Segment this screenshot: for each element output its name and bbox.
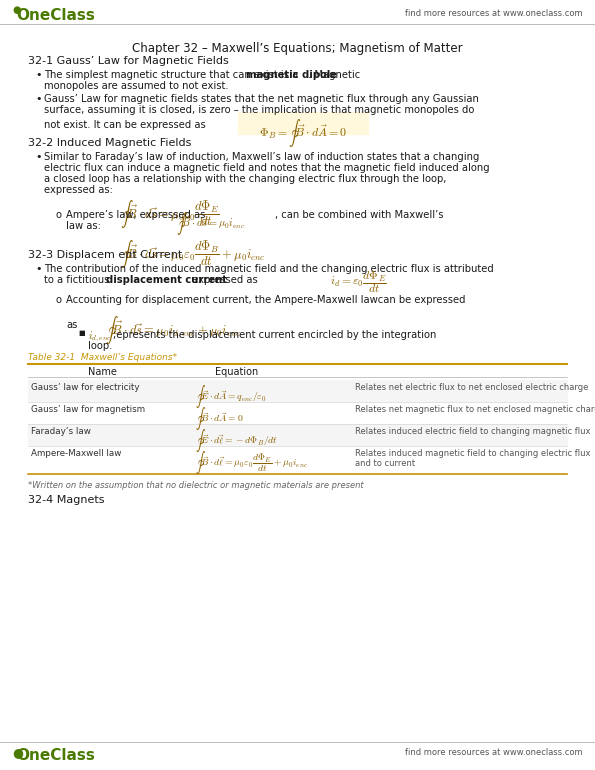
Text: loop.: loop. xyxy=(88,341,112,351)
Text: Accounting for displacement current, the Ampere-Maxwell lawcan be expressed: Accounting for displacement current, the… xyxy=(66,295,465,305)
Text: law as:: law as: xyxy=(66,221,101,231)
Text: electric flux can induce a magnetic field and notes that the magnetic field indu: electric flux can induce a magnetic fiel… xyxy=(44,163,490,173)
Text: displacement current: displacement current xyxy=(106,275,227,285)
Text: find more resources at www.oneclass.com: find more resources at www.oneclass.com xyxy=(405,748,583,757)
Text: find more resources at www.oneclass.com: find more resources at www.oneclass.com xyxy=(405,9,583,18)
Text: o: o xyxy=(55,295,61,305)
Text: Table 32-1  Maxwell’s Equations*: Table 32-1 Maxwell’s Equations* xyxy=(28,353,177,362)
Text: Gauss’ law for electricity: Gauss’ law for electricity xyxy=(31,383,139,392)
Text: ●: ● xyxy=(12,746,23,759)
Text: . Magnetic: . Magnetic xyxy=(308,70,360,80)
Text: Name: Name xyxy=(88,367,117,377)
Text: expressed as:: expressed as: xyxy=(44,185,113,195)
Text: not exist. It can be expressed as: not exist. It can be expressed as xyxy=(44,120,206,130)
Text: Faraday’s law: Faraday’s law xyxy=(31,427,91,436)
Text: $\Phi_B = \oint \vec{B} \cdot d\vec{A} = 0$: $\Phi_B = \oint \vec{B} \cdot d\vec{A} =… xyxy=(259,117,347,149)
Text: Gauss’ law for magnetism: Gauss’ law for magnetism xyxy=(31,405,145,414)
Text: Similar to Faraday’s law of induction, Maxwell’s law of induction states that a : Similar to Faraday’s law of induction, M… xyxy=(44,152,480,162)
Text: $\oint \vec{B} \cdot d\vec{s} = \mu_0\varepsilon_0\dfrac{d\Phi_E}{dt}$: $\oint \vec{B} \cdot d\vec{s} = \mu_0\va… xyxy=(120,198,220,230)
Text: •: • xyxy=(35,264,42,274)
Text: Ampere’s law, expressed as: Ampere’s law, expressed as xyxy=(66,210,205,220)
Text: to a fictitious: to a fictitious xyxy=(44,275,112,285)
Text: 32-1 Gauss’ Law for Magnetic Fields: 32-1 Gauss’ Law for Magnetic Fields xyxy=(28,56,228,66)
Text: $\oint \vec{E} \cdot d\vec{\ell} = -d\Phi_B/dt$: $\oint \vec{E} \cdot d\vec{\ell} = -d\Ph… xyxy=(195,427,278,454)
Text: •: • xyxy=(35,152,42,162)
Text: expressed as: expressed as xyxy=(189,275,258,285)
Text: magnetic dipole: magnetic dipole xyxy=(246,70,337,80)
Text: $\oint \vec{E} \cdot d\vec{A} = q_{enc}/\varepsilon_0$: $\oint \vec{E} \cdot d\vec{A} = q_{enc}/… xyxy=(195,383,267,410)
Text: $i_d = \varepsilon_0\dfrac{d\Phi_E}{dt}$: $i_d = \varepsilon_0\dfrac{d\Phi_E}{dt}$ xyxy=(330,269,387,295)
Text: ■: ■ xyxy=(78,330,84,336)
Text: surface, assuming it is closed, is zero – the implication is that magnetic monop: surface, assuming it is closed, is zero … xyxy=(44,105,474,115)
Text: The simplest magnetic structure that can exist is a: The simplest magnetic structure that can… xyxy=(44,70,302,80)
Text: Relates induced magnetic field to changing electric flux: Relates induced magnetic field to changi… xyxy=(355,449,590,458)
Text: 32-2 Induced Magnetic Fields: 32-2 Induced Magnetic Fields xyxy=(28,138,192,148)
Text: $\oint \vec{B} \cdot d\vec{s} = \mu_0 i_{enc}$: $\oint \vec{B} \cdot d\vec{s} = \mu_0 i_… xyxy=(176,210,245,237)
Text: and to current: and to current xyxy=(355,459,415,468)
Text: The contribution of the induced magnetic field and the changing electric flux is: The contribution of the induced magnetic… xyxy=(44,264,494,274)
Bar xyxy=(238,112,368,134)
Text: monopoles are assumed to not exist.: monopoles are assumed to not exist. xyxy=(44,81,228,91)
Text: 32-3 Displacem ent Current: 32-3 Displacem ent Current xyxy=(28,250,182,260)
Text: •: • xyxy=(35,94,42,104)
Text: Gauss’ Law for magnetic fields states that the net magnetic flux through any Gau: Gauss’ Law for magnetic fields states th… xyxy=(44,94,479,104)
Text: Relates net magnetic flux to net enclosed magnetic charge: Relates net magnetic flux to net enclose… xyxy=(355,405,595,414)
Bar xyxy=(28,402,567,424)
Text: Ampere-Maxwell law: Ampere-Maxwell law xyxy=(31,449,121,458)
Text: Relates net electric flux to net enclosed electric charge: Relates net electric flux to net enclose… xyxy=(355,383,588,392)
Text: Equation: Equation xyxy=(215,367,258,377)
Text: a closed loop has a relationship with the changing electric flux through the loo: a closed loop has a relationship with th… xyxy=(44,174,446,184)
Text: ;epresents the displacement current encircled by the integration: ;epresents the displacement current enci… xyxy=(113,330,436,340)
Text: ●: ● xyxy=(12,5,20,15)
Text: Chapter 32 – Maxwell’s Equations; Magnetism of Matter: Chapter 32 – Maxwell’s Equations; Magnet… xyxy=(131,42,462,55)
Bar xyxy=(28,424,567,446)
Text: , can be combined with Maxwell’s: , can be combined with Maxwell’s xyxy=(275,210,443,220)
Text: $\oint \vec{B} \cdot d\vec{s} = \mu_0\varepsilon_0\dfrac{d\Phi_B}{dt} + \mu_0 i_: $\oint \vec{B} \cdot d\vec{s} = \mu_0\va… xyxy=(120,238,266,270)
Bar xyxy=(28,380,567,402)
Text: •: • xyxy=(35,70,42,80)
Text: o: o xyxy=(55,210,61,220)
Text: $i_{d,enc}$: $i_{d,enc}$ xyxy=(88,330,111,344)
Text: OneClass: OneClass xyxy=(16,748,95,763)
Text: $\oint \vec{B} \cdot d\vec{A} = 0$: $\oint \vec{B} \cdot d\vec{A} = 0$ xyxy=(195,405,244,432)
Bar xyxy=(28,446,567,474)
Text: as: as xyxy=(66,320,77,330)
Text: OneClass: OneClass xyxy=(16,8,95,23)
Text: Relates induced electric field to changing magnetic flux: Relates induced electric field to changi… xyxy=(355,427,590,436)
Text: $\oint \vec{B} \cdot d\vec{\ell} = \mu_0\varepsilon_0\dfrac{d\Phi_E}{dt} + \mu_0: $\oint \vec{B} \cdot d\vec{\ell} = \mu_0… xyxy=(195,449,308,476)
Text: 32-4 Magnets: 32-4 Magnets xyxy=(28,495,105,505)
Text: *Written on the assumption that no dielectric or magnetic materials are present: *Written on the assumption that no diele… xyxy=(28,481,364,490)
Text: $\oint \vec{B} \cdot d\vec{s} = \mu_0 i_{d,enc} + \mu_0 i_{enc}$: $\oint \vec{B} \cdot d\vec{s} = \mu_0 i_… xyxy=(105,314,242,346)
